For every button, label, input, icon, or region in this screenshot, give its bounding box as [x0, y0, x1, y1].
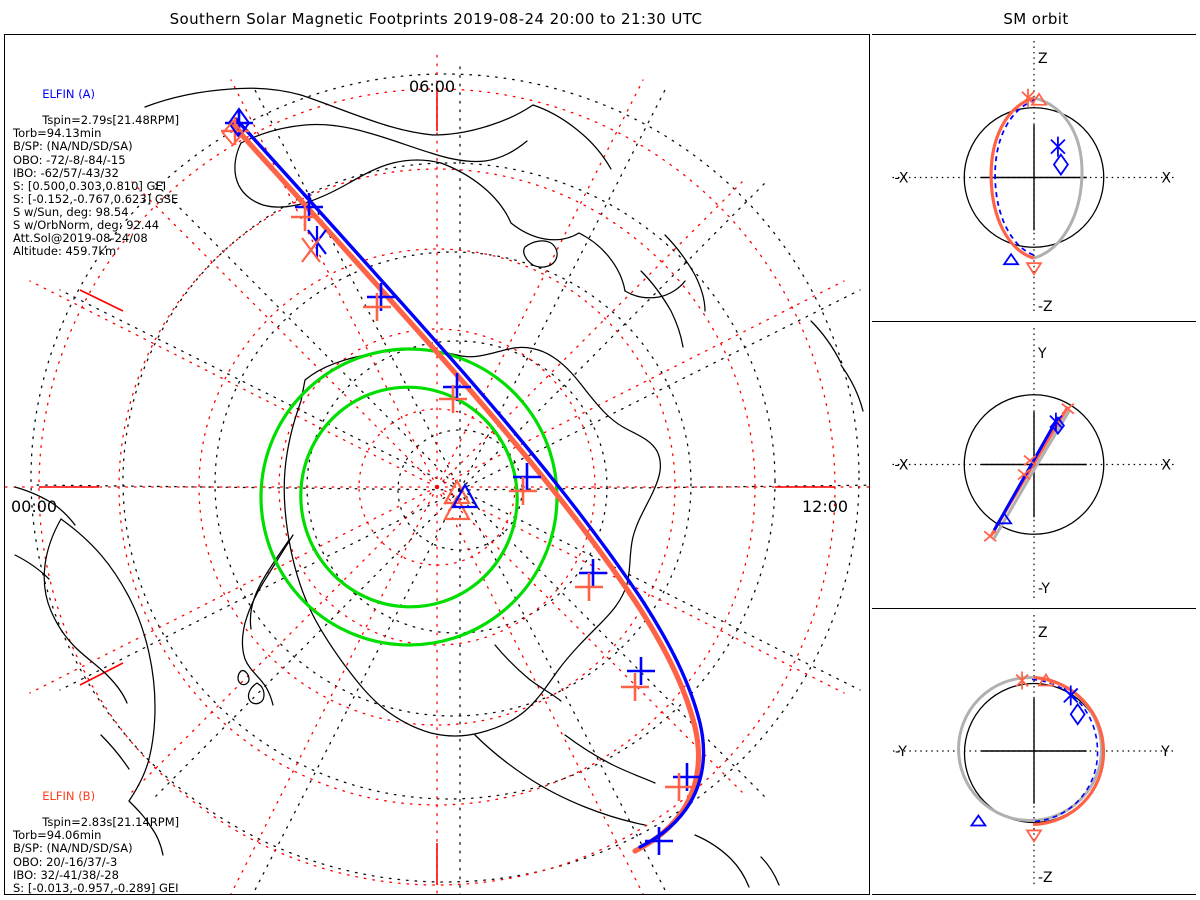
elfin-a-info-line-9: Att.Sol@2019-08-24/08	[13, 231, 148, 246]
orbit-yz-down-label: -Z	[1038, 870, 1053, 886]
orbit-xz-down-label: -Z	[1038, 299, 1053, 315]
elfin-b-info-line-4: IBO: 32/-41/38/-28	[13, 867, 119, 882]
elfin-b-info-line-5: S: [-0.013,-0.957,-0.289] GEI	[13, 880, 179, 894]
orbit-yz-left-label: -Y	[895, 744, 907, 760]
elfin-a-info-line-0: Tspin=2.79s[21.48RPM]	[42, 113, 180, 128]
elfin-a-tickmarks	[225, 109, 701, 855]
orbit-back-xy-2	[992, 465, 1038, 539]
elfin-a-lines: Tspin=2.79s[21.48RPM] Torb=94.13min B/SP: …	[13, 113, 179, 258]
sm-rim-ticks	[39, 89, 835, 885]
orbit-front-b-yz	[1032, 675, 1106, 827]
elfin-a-info-line-5: S: [0.500,0.303,0.810] GEI	[13, 178, 167, 193]
start-end-markers	[221, 107, 327, 263]
orbit-back-xz	[1033, 96, 1084, 260]
map-canvas: ELFIN (A) Tspin=2.79s[21.48RPM] Torb=94.1…	[5, 35, 869, 894]
elfin-a-track	[234, 117, 706, 849]
orbit-front-a-yz	[1031, 678, 1099, 823]
elfin-b-info-line-2: B/SP: (NA/ND/SD/SA)	[13, 841, 133, 856]
center-time-markers	[443, 478, 479, 521]
orbit-xz-svg: Z -Z -X X	[892, 40, 1176, 315]
mlt-label-06: 06:00	[409, 77, 456, 96]
orbit-yz-markers	[969, 671, 1086, 844]
earth-circle-xy	[963, 394, 1105, 535]
sm-orbit-column: Z -Z -X X	[872, 34, 1196, 895]
mlt-label-00: 00:00	[11, 497, 58, 516]
elfin-a-info-block: ELFIN (A) Tspin=2.79s[21.48RPM] Torb=94.1…	[13, 75, 179, 271]
elfin-b-info-block: ELFIN (B) Tspin=2.83s[21.14RPM] Torb=94.0…	[13, 777, 179, 894]
orbit-xy-markers	[983, 403, 1075, 542]
orbit-panel-yz: Z -Z -Y Y	[872, 608, 1196, 895]
orbit-front-a-xz	[994, 98, 1036, 257]
elfin-a-info-line-4: IBO: -62/57/-43/32	[13, 165, 119, 180]
earth-circle-xz	[963, 107, 1105, 248]
coastlines	[14, 87, 864, 888]
orbit-xy-svg: Y -Y -X X	[892, 327, 1176, 603]
map-svg	[5, 54, 869, 894]
orbit-xy-right-label: X	[1162, 457, 1172, 473]
orbit-panel-xz: Z -Z -X X	[872, 34, 1196, 321]
orbit-yz-svg: Z -Z -Y Y	[892, 614, 1176, 889]
elfin-a-info-line-8: S w/OrbNorm, deg: 92.44	[13, 218, 160, 233]
page-title: Southern Solar Magnetic Footprints 2019-…	[169, 10, 703, 28]
orbit-xz-right-label: X	[1162, 170, 1172, 186]
orbit-xz-markers	[1002, 88, 1069, 276]
elfin-b-info-line-1: Torb=94.06min	[13, 828, 102, 843]
orbit-panel-xy: Y -Y -X X	[872, 321, 1196, 608]
orbit-xy-left-label: -X	[894, 457, 908, 473]
elfin-a-info-line-2: B/SP: (NA/ND/SD/SA)	[13, 139, 133, 154]
elfin-b-label: ELFIN (B)	[42, 789, 96, 804]
geo-grid	[30, 64, 869, 894]
footprint-map-panel: ELFIN (A) Tspin=2.79s[21.48RPM] Torb=94.1…	[4, 34, 870, 895]
mlt-label-12: 12:00	[802, 497, 849, 516]
orbit-back-yz	[957, 676, 1104, 823]
elfin-a-info-line-1: Torb=94.13min	[13, 126, 102, 141]
orbit-back-xy-1	[1034, 408, 1072, 468]
elfin-b-track	[228, 120, 702, 854]
elfin-b-info-line-3: OBO: 20/-16/37/-3	[13, 854, 118, 869]
elfin-a-label: ELFIN (A)	[42, 87, 96, 102]
orbit-panel-title: SM orbit	[1003, 10, 1069, 28]
elfin-b-tickmarks	[221, 117, 693, 801]
elfin-b-info-line-0: Tspin=2.83s[21.14RPM]	[42, 815, 180, 830]
orbit-xz-left-label: -X	[894, 170, 908, 186]
orbit-front-b-xz	[989, 96, 1035, 260]
orbit-yz-center-cross	[981, 698, 1087, 804]
orbit-xz-center-cross	[981, 124, 1087, 231]
elfin-a-info-line-3: OBO: -72/-8/-84/-15	[13, 152, 126, 167]
auroral-oval	[259, 347, 559, 647]
orbit-xy-down-label: -Y	[1038, 581, 1050, 597]
orbit-yz-right-label: Y	[1160, 744, 1170, 760]
orbit-yz-up-label: Z	[1038, 625, 1048, 641]
orbit-xz-up-label: Z	[1038, 51, 1048, 67]
orbit-xy-up-label: Y	[1037, 346, 1047, 362]
elfin-a-info-line-10: Altitude: 459.7km	[13, 244, 117, 259]
elfin-a-info-line-7: S w/Sun, deg: 98.54	[13, 204, 129, 219]
elfin-b-lines: Tspin=2.83s[21.14RPM] Torb=94.06min B/SP: …	[13, 815, 179, 894]
elfin-a-info-line-6: S: [-0.152,-0.767,0.623] GSE	[13, 191, 179, 206]
